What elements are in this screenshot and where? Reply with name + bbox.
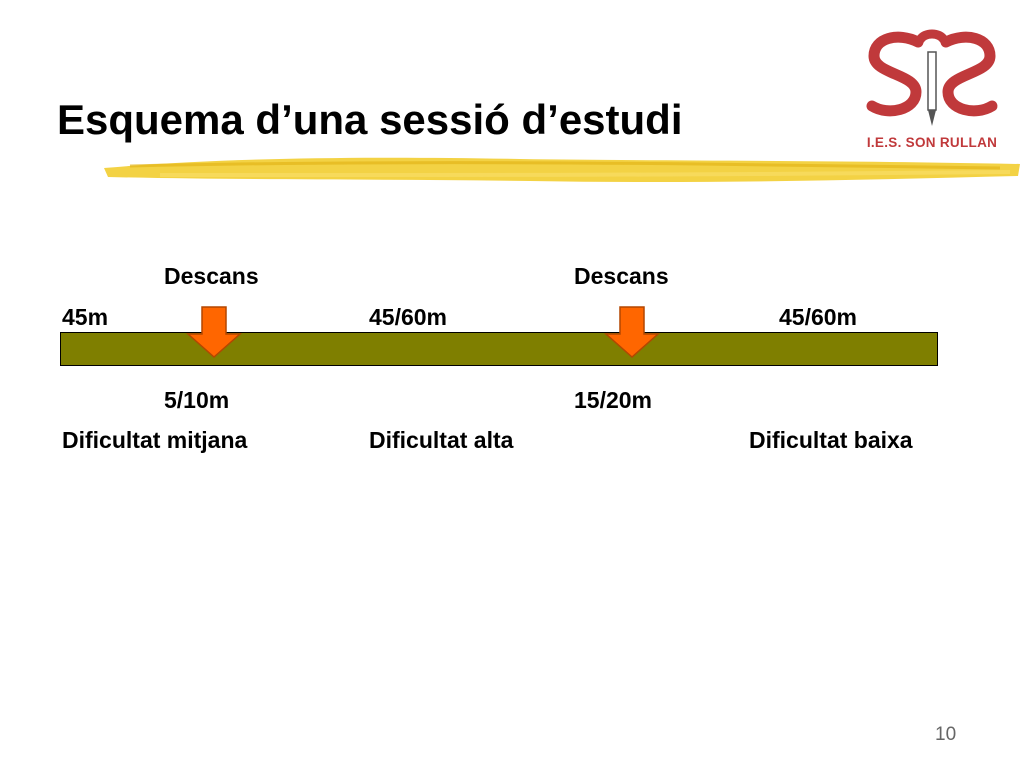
school-logo: I.E.S. SON RULLAN (858, 28, 1006, 154)
block-1-duration: 45m (62, 304, 109, 330)
break-2-arrow-icon (604, 306, 660, 358)
block-3-duration: 45/60m (779, 304, 858, 330)
break-2-duration: 15/20m (574, 387, 653, 413)
break-1-arrow-icon (186, 306, 242, 358)
sr-monogram-icon (866, 29, 998, 126)
break-1-duration: 5/10m (164, 387, 230, 413)
block-3-difficulty: Dificultat baixa (749, 427, 913, 453)
break-2-label: Descans (574, 263, 669, 289)
block-1-difficulty: Dificultat mitjana (62, 427, 248, 453)
block-2-duration: 45/60m (369, 304, 448, 330)
page-number: 10 (935, 724, 957, 745)
title-underline-stroke (104, 157, 1020, 183)
block-2-difficulty: Dificultat alta (369, 427, 514, 453)
logo-text: I.E.S. SON RULLAN (866, 135, 998, 150)
slide-title: Esquema d’una sessió d’estudi (57, 96, 683, 143)
break-1-label: Descans (164, 263, 259, 289)
